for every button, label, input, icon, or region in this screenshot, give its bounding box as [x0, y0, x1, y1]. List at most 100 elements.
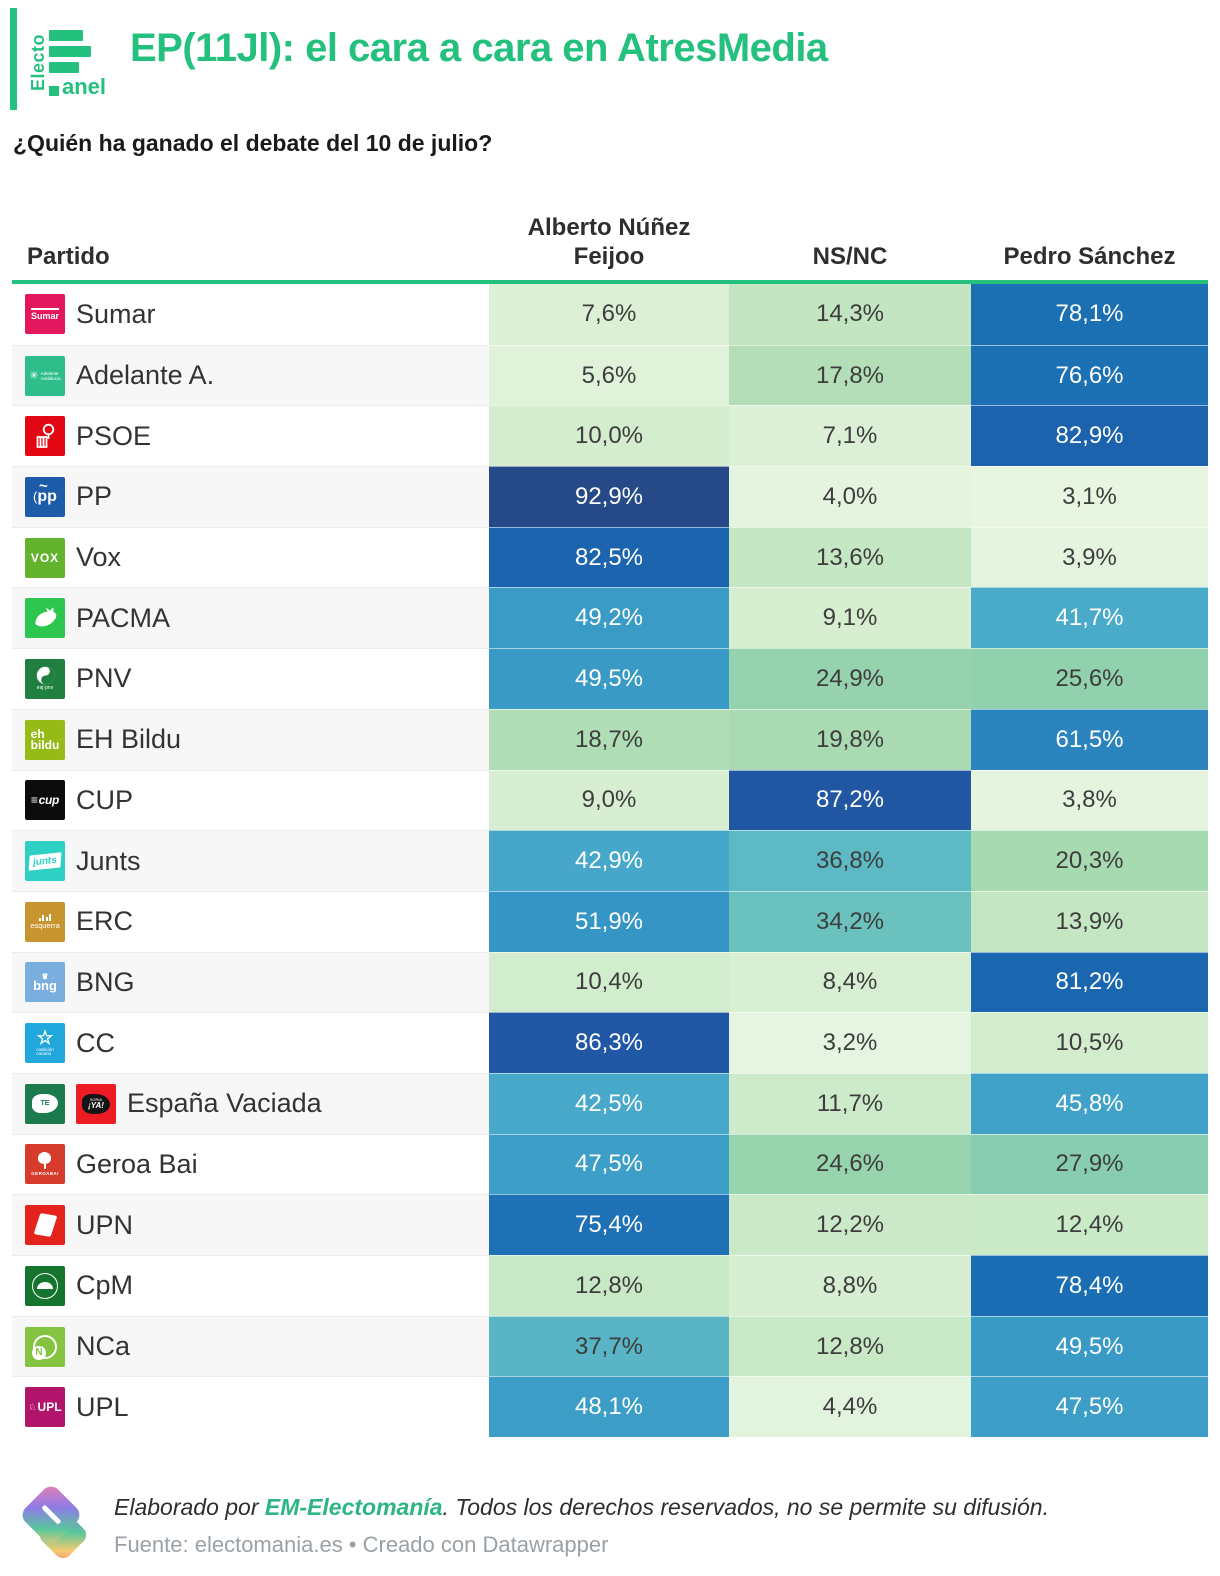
footer-credit-prefix: Elaborado por [114, 1494, 265, 1520]
value-cell-nsnc: 24,9% [729, 648, 971, 709]
party-name: PNV [76, 663, 132, 694]
party-cell: eh bildu EH Bildu [12, 708, 489, 770]
table-row: ≡cup CUP 9,0% 87,2% 3,8% [12, 769, 1208, 831]
table-row: ☆ coalición canaria CC 86,3% 3,2% 10,5% [12, 1012, 1208, 1073]
brand-bars: anel [49, 30, 107, 99]
party-cell: junts Junts [12, 830, 489, 891]
party-cell: CpM [12, 1255, 489, 1316]
vox-logo-icon: VOX [25, 537, 65, 578]
value-cell-nsnc: 12,8% [729, 1315, 971, 1377]
upl-logo-icon: ♘ UPL [25, 1387, 65, 1428]
nca-logo-icon: N [25, 1326, 65, 1367]
value-cell-feijoo: 42,9% [489, 830, 729, 891]
party-name: PACMA [76, 602, 171, 633]
party-name: ERC [76, 906, 134, 937]
value-cell-feijoo: 86,3% [489, 1012, 729, 1073]
pacma-logo-icon [25, 598, 65, 639]
value-cell-nsnc: 9,1% [729, 587, 971, 649]
table-row: esquerra ERC 51,9% 34,2% 13,9% [12, 890, 1208, 952]
table-row: TE SORIA ¡YA! España Vaciada 42,5% 11,7% 45,8% [12, 1072, 1208, 1134]
electopanel-logo-icon: Electo anel [28, 16, 107, 112]
party-cell: PSOE [12, 405, 489, 466]
erc-esquerra-logo-icon: esquerra [25, 901, 65, 942]
value-cell-feijoo: 5,6% [489, 344, 729, 406]
footer: Elaborado por EM-Electomanía. Todos los … [18, 1482, 1049, 1568]
value-cell-sanchez: 27,9% [971, 1133, 1208, 1195]
table-row: N NCa 37,7% 12,8% 49,5% [12, 1315, 1208, 1377]
value-cell-feijoo: 9,0% [489, 769, 729, 831]
pnv-logo-icon: eaj·pnv [25, 658, 65, 699]
party-name: Sumar [76, 298, 156, 329]
party-cell: esquerra ERC [12, 890, 489, 952]
brand-accent-bar [10, 8, 17, 110]
brand-anel-label: anel [62, 74, 107, 99]
bng-logo-icon: ♛ bng [25, 962, 65, 1003]
cpm-logo-icon [25, 1265, 65, 1306]
value-cell-sanchez: 76,6% [971, 344, 1208, 406]
value-cell-sanchez: 25,6% [971, 648, 1208, 709]
value-cell-feijoo: 49,2% [489, 587, 729, 649]
adelante-andalucia-logo-icon: ✳ Adelante Andalucía [25, 355, 65, 396]
column-header-sanchez: Pedro Sánchez [1003, 243, 1176, 270]
table-row: PACMA 49,2% 9,1% 41,7% [12, 587, 1208, 649]
value-cell-sanchez: 12,4% [971, 1194, 1208, 1255]
header-divider-rule [12, 280, 1208, 284]
party-name: Vox [76, 542, 122, 573]
value-cell-nsnc: 24,6% [729, 1133, 971, 1195]
column-header-partido: Partido [27, 243, 110, 270]
value-cell-feijoo: 75,4% [489, 1194, 729, 1255]
value-cell-feijoo: 12,8% [489, 1255, 729, 1316]
value-cell-sanchez: 78,1% [971, 284, 1208, 345]
value-cell-feijoo: 82,5% [489, 526, 729, 588]
table-row: ♛ bng BNG 10,4% 8,4% 81,2% [12, 951, 1208, 1013]
cup-logo-icon: ≡cup [25, 780, 65, 821]
table-row: CpM 12,8% 8,8% 78,4% [12, 1255, 1208, 1316]
party-name: NCa [76, 1331, 131, 1362]
pp-logo-icon: ~ (pp [25, 476, 65, 517]
footer-source-line: Fuente: electomania.es • Creado con Data… [114, 1532, 609, 1557]
party-cell: ≡cup CUP [12, 769, 489, 831]
party-cell: UPN [12, 1194, 489, 1255]
value-cell-sanchez: 3,8% [971, 769, 1208, 831]
page-title: EP(11Jl): el cara a cara en AtresMedia [130, 26, 828, 70]
party-name: PP [76, 481, 113, 512]
party-name: Junts [76, 845, 141, 876]
value-cell-feijoo: 51,9% [489, 890, 729, 952]
table-row: GEROABAI Geroa Bai 47,5% 24,6% 27,9% [12, 1133, 1208, 1195]
party-cell: Sumar Sumar [12, 284, 489, 345]
value-cell-sanchez: 61,5% [971, 708, 1208, 770]
party-name: PSOE [76, 420, 152, 451]
value-cell-nsnc: 36,8% [729, 830, 971, 891]
value-cell-nsnc: 8,8% [729, 1255, 971, 1316]
party-cell: ☆ coalición canaria CC [12, 1012, 489, 1073]
party-name: CpM [76, 1270, 134, 1301]
value-cell-feijoo: 92,9% [489, 466, 729, 527]
party-cell: PACMA [12, 587, 489, 648]
value-cell-sanchez: 13,9% [971, 890, 1208, 952]
value-cell-nsnc: 13,6% [729, 526, 971, 588]
value-cell-feijoo: 10,4% [489, 951, 729, 1013]
value-cell-nsnc: 7,1% [729, 405, 971, 467]
value-cell-sanchez: 82,9% [971, 405, 1208, 467]
upn-logo-icon [25, 1205, 65, 1246]
table-row: Sumar Sumar 7,6% 14,3% 78,1% [12, 284, 1208, 345]
table-row: UPN 75,4% 12,2% 12,4% [12, 1194, 1208, 1255]
value-cell-sanchez: 10,5% [971, 1012, 1208, 1073]
value-cell-nsnc: 8,4% [729, 951, 971, 1013]
table-body: Sumar Sumar 7,6% 14,3% 78,1% ✳ Adelante Andaluc… [12, 284, 1208, 1438]
value-cell-feijoo: 47,5% [489, 1133, 729, 1195]
value-cell-sanchez: 81,2% [971, 951, 1208, 1013]
sumar-logo-icon: Sumar [25, 294, 65, 335]
value-cell-nsnc: 11,7% [729, 1072, 971, 1134]
footer-credit-line: Elaborado por EM-Electomanía. Todos los … [114, 1494, 1049, 1521]
table-row: ~ (pp PP 92,9% 4,0% 3,1% [12, 466, 1208, 527]
party-cell: GEROABAI Geroa Bai [12, 1133, 489, 1195]
results-table: Partido Alberto Núñez Feijoo NS/NC Pedro… [12, 212, 1208, 1438]
brand-square [49, 86, 59, 96]
value-cell-nsnc: 4,4% [729, 1376, 971, 1438]
value-cell-nsnc: 19,8% [729, 708, 971, 770]
brand-bar-top [49, 30, 83, 41]
table-row: eaj·pnv PNV 49,5% 24,9% 25,6% [12, 648, 1208, 709]
eh-bildu-logo-icon: eh bildu [25, 719, 65, 760]
footer-brand-link[interactable]: EM-Electomanía [264, 1494, 443, 1520]
